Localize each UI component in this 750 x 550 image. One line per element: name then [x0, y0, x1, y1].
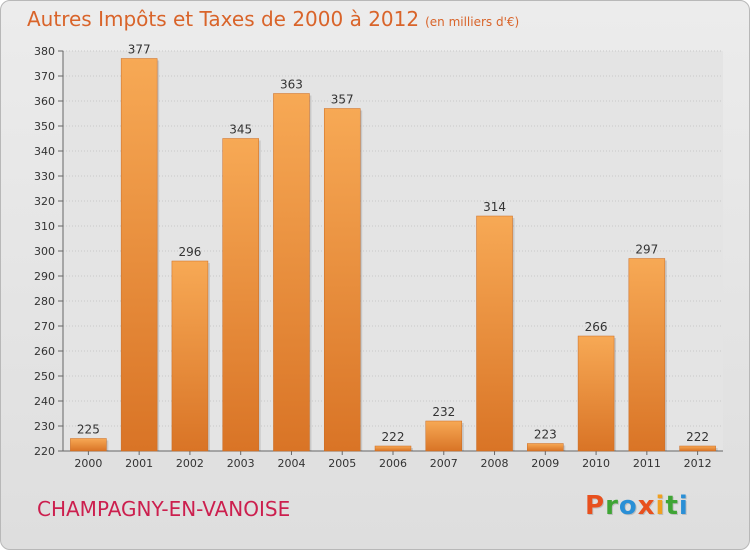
- data-label: 222: [686, 430, 709, 444]
- x-tick-label: 2004: [277, 457, 305, 470]
- bar-2001: [120, 58, 158, 452]
- y-tick-label: 320: [34, 195, 55, 208]
- bar-2005: [323, 108, 361, 452]
- logo-letter: P: [585, 491, 606, 521]
- data-label: 232: [432, 405, 455, 419]
- y-tick-label: 360: [34, 95, 55, 108]
- y-tick-label: 260: [34, 345, 55, 358]
- logo-letter: t: [665, 491, 679, 521]
- y-tick-label: 240: [34, 395, 55, 408]
- chart-unit: (en milliers d'€): [425, 15, 520, 29]
- logo-letter: o: [618, 491, 638, 521]
- x-tick-label: 2007: [430, 457, 458, 470]
- bar-2009: [527, 443, 564, 452]
- bar-2000: [70, 438, 107, 452]
- x-tick-label: 2008: [481, 457, 509, 470]
- y-tick-label: 280: [34, 295, 55, 308]
- y-tick-label: 380: [34, 45, 55, 58]
- bar-2006: [374, 445, 412, 452]
- y-tick-label: 350: [34, 120, 55, 133]
- x-tick-label: 2012: [684, 457, 712, 470]
- data-label: 222: [382, 430, 405, 444]
- bar-2012: [679, 445, 716, 452]
- x-tick-label: 2010: [582, 457, 610, 470]
- data-label: 345: [229, 123, 252, 137]
- proxiti-logo[interactable]: Proxiti: [585, 491, 689, 521]
- grid-lines: [63, 50, 723, 452]
- data-label: 266: [585, 320, 608, 334]
- bars: [70, 58, 718, 452]
- logo-letter: x: [637, 491, 656, 521]
- x-tick-label: 2001: [125, 457, 153, 470]
- y-tick-label: 250: [34, 370, 55, 383]
- x-tick-label: 2000: [74, 457, 102, 470]
- bar-2002: [171, 260, 209, 452]
- chart-title: Autres Impôts et Taxes de 2000 à 2012 (en…: [27, 7, 519, 31]
- y-tick-label: 340: [34, 145, 55, 158]
- bar-2010: [577, 335, 615, 452]
- x-tick-label: 2009: [531, 457, 559, 470]
- y-tick-label: 230: [34, 420, 55, 433]
- y-tick-label: 370: [34, 70, 55, 83]
- y-tick-label: 310: [34, 220, 55, 233]
- logo-letter: i: [655, 491, 666, 521]
- x-tick-label: 2006: [379, 457, 407, 470]
- y-tick-label: 220: [34, 445, 55, 458]
- data-label: 377: [128, 43, 151, 57]
- data-label: 314: [483, 200, 506, 214]
- data-label: 363: [280, 78, 303, 92]
- commune-name: CHAMPAGNY-EN-VANOISE: [37, 497, 291, 521]
- x-tick-label: 2011: [633, 457, 661, 470]
- bar-2007: [425, 420, 463, 452]
- x-tick-label: 2005: [328, 457, 356, 470]
- bar-2004: [273, 93, 310, 452]
- data-labels: 225 377 296 345 363 357 222 232 314 223 266 297 222: [77, 43, 709, 445]
- bar-2003: [222, 138, 259, 452]
- data-label: 297: [635, 243, 658, 257]
- bar-2011: [628, 258, 666, 452]
- data-label: 357: [331, 93, 354, 107]
- y-tick-label: 290: [34, 270, 55, 283]
- x-tick-label: 2002: [176, 457, 204, 470]
- data-label: 223: [534, 428, 557, 442]
- bar-2008: [476, 215, 513, 452]
- y-tick-label: 300: [34, 245, 55, 258]
- data-label: 225: [77, 423, 100, 437]
- logo-letter: i: [678, 491, 689, 521]
- data-label: 296: [178, 245, 201, 259]
- logo-letter: r: [605, 491, 619, 521]
- y-tick-label: 330: [34, 170, 55, 183]
- chart-title-text: Autres Impôts et Taxes de 2000 à 2012: [27, 7, 420, 31]
- y-tick-label: 270: [34, 320, 55, 333]
- x-tick-label: 2003: [227, 457, 255, 470]
